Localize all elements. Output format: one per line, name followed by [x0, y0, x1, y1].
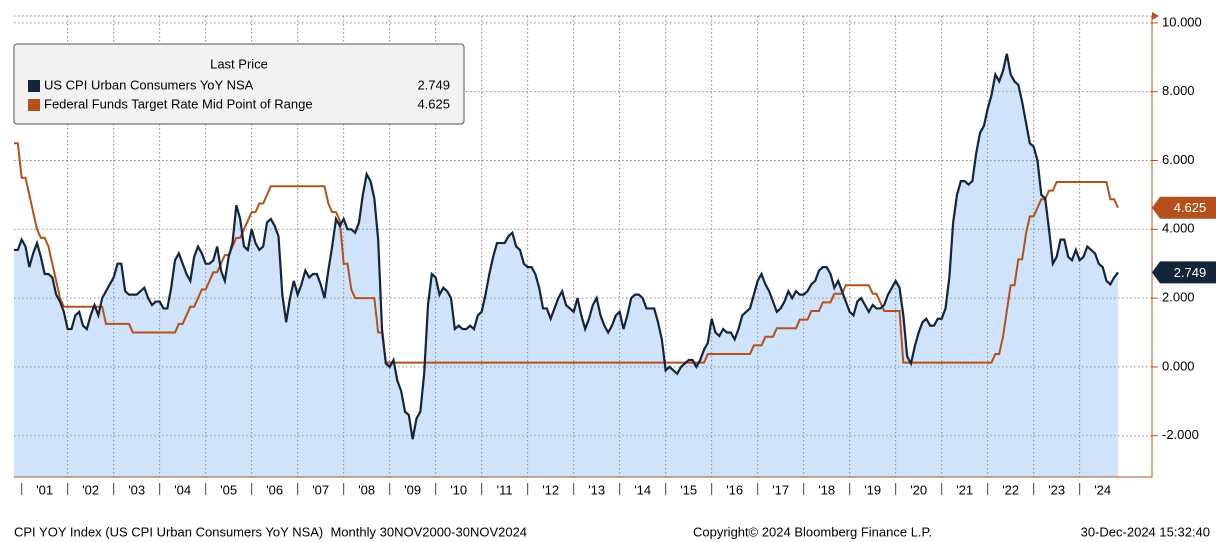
x-tick-label: '06 — [266, 482, 283, 497]
x-tick-label: '19 — [864, 482, 881, 497]
legend-label: US CPI Urban Consumers YoY NSA — [44, 77, 254, 92]
y-tick-label: 2.000 — [1162, 290, 1195, 305]
y-tick-label: 4.000 — [1162, 221, 1195, 236]
x-tick-label: '08 — [358, 482, 375, 497]
legend-value: 2.749 — [417, 77, 450, 92]
x-tick-label: '21 — [956, 482, 973, 497]
value-tag-label: 2.749 — [1174, 265, 1207, 280]
x-tick-label: '11 — [497, 482, 513, 497]
cpi-area — [14, 53, 1118, 478]
x-tick-label: '12 — [542, 482, 559, 497]
x-tick-label: '07 — [312, 482, 329, 497]
value-tag-label: 4.625 — [1174, 200, 1207, 215]
legend-label: Federal Funds Target Rate Mid Point of R… — [44, 96, 313, 111]
x-tick-label: '23 — [1048, 482, 1065, 497]
series-line — [14, 53, 1119, 440]
x-tick-label: '02 — [82, 482, 99, 497]
x-tick-label: '18 — [818, 482, 835, 497]
x-tick-label: '17 — [772, 482, 789, 497]
x-tick-label: '10 — [450, 482, 467, 497]
y-tick-label: 10.000 — [1162, 14, 1202, 29]
legend-swatch — [28, 99, 40, 111]
legend-swatch — [28, 80, 40, 92]
x-tick-label: '20 — [910, 482, 927, 497]
x-tick-label: '15 — [680, 482, 697, 497]
y-tick-label: 6.000 — [1162, 152, 1195, 167]
series-line — [14, 142, 1119, 364]
x-tick-label: '03 — [128, 482, 145, 497]
x-tick-label: '24 — [1094, 482, 1111, 497]
x-tick-label: '22 — [1002, 482, 1019, 497]
legend-value: 4.625 — [417, 96, 450, 111]
legend-title: Last Price — [210, 56, 268, 71]
footer-timestamp: 30-Dec-2024 15:32:40 — [1081, 524, 1210, 539]
x-tick-label: '05 — [220, 482, 237, 497]
x-tick-label: '13 — [588, 482, 605, 497]
value-tag — [1152, 261, 1216, 284]
legend-box — [13, 43, 465, 125]
y-tick-label: -2.000 — [1162, 427, 1199, 442]
y-tick-label: 0.000 — [1162, 358, 1195, 373]
y-tick-label: 8.000 — [1162, 83, 1195, 98]
x-tick-label: '09 — [404, 482, 421, 497]
x-tick-label: '14 — [634, 482, 651, 497]
value-tag — [1152, 196, 1216, 219]
x-tick-label: '04 — [174, 482, 191, 497]
footer-copyright: Copyright© 2024 Bloomberg Finance L.P. — [693, 524, 932, 539]
axis-arrow — [1152, 12, 1159, 20]
x-tick-label: '16 — [726, 482, 743, 497]
x-tick-label: '01 — [36, 482, 53, 497]
footer-source: CPI YOY Index (US CPI Urban Consumers Yo… — [14, 524, 527, 539]
